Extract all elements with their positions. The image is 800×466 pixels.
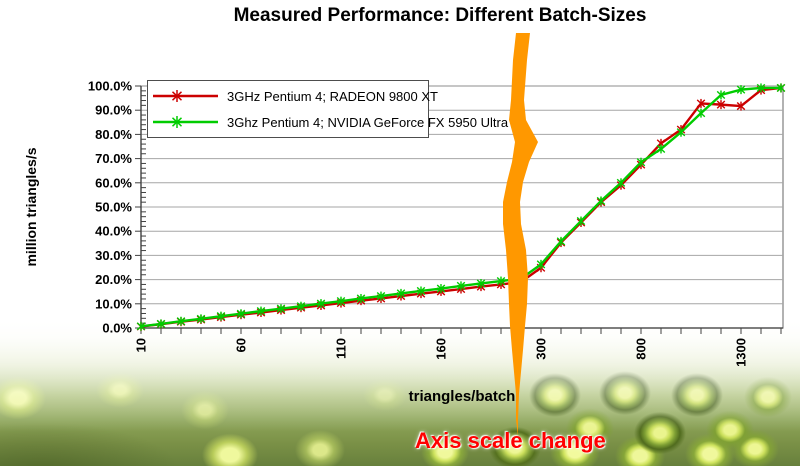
legend-item-radeon: 3GHz Pentium 4; RADEON 9800 XT: [148, 83, 438, 109]
svg-text:300: 300: [534, 338, 549, 360]
legend-label-radeon: 3GHz Pentium 4; RADEON 9800 XT: [227, 88, 438, 104]
x-axis-title: triangles/batch: [409, 388, 516, 405]
svg-text:10.0%: 10.0%: [95, 296, 132, 311]
svg-text:110: 110: [334, 338, 349, 359]
y-tick-labels: 0.0% 10.0% 20.0% 30.0% 40.0% 50.0% 60.0% 70.0% 8…: [88, 79, 133, 336]
svg-text:90.0%: 90.0%: [95, 103, 132, 118]
chart-title: Measured Performance: Different Batch-Si…: [233, 5, 647, 26]
svg-text:60.0%: 60.0%: [95, 175, 132, 190]
legend-marker-star-icon: [153, 90, 218, 102]
svg-text:70.0%: 70.0%: [95, 151, 132, 166]
series-markers: [136, 83, 786, 331]
legend-label-nvidia: 3Ghz Pentium 4; NVIDIA GeForce FX 5950 U…: [227, 114, 509, 130]
legend-item-nvidia: 3Ghz Pentium 4; NVIDIA GeForce FX 5950 U…: [148, 109, 508, 135]
svg-text:10: 10: [134, 338, 149, 352]
svg-text:60: 60: [234, 338, 249, 352]
svg-text:160: 160: [434, 338, 449, 360]
y-minor-ticks: [141, 90, 146, 324]
x-ticks: [140, 328, 782, 334]
svg-text:50.0%: 50.0%: [95, 200, 132, 215]
svg-text:0.0%: 0.0%: [102, 321, 132, 336]
svg-text:80.0%: 80.0%: [95, 127, 132, 142]
svg-text:40.0%: 40.0%: [95, 224, 132, 239]
svg-text:800: 800: [634, 338, 649, 360]
y-axis-title: million triangles/s: [23, 147, 39, 266]
series-nvidia: [136, 83, 786, 331]
svg-text:30.0%: 30.0%: [95, 248, 132, 263]
chart-legend: 3GHz Pentium 4; RADEON 9800 XT 3Ghz Pent…: [147, 80, 508, 138]
svg-text:100.0%: 100.0%: [88, 79, 133, 94]
x-tick-labels: 10 60 110 160 300 800 1300: [134, 338, 749, 367]
svg-text:1300: 1300: [734, 338, 749, 367]
svg-text:20.0%: 20.0%: [95, 272, 132, 287]
y-major-ticks: [135, 85, 141, 329]
axis-scale-change-label: Axis scale change: [415, 428, 606, 453]
legend-marker-star-icon: [153, 116, 218, 128]
kiwi-background: [0, 321, 800, 466]
